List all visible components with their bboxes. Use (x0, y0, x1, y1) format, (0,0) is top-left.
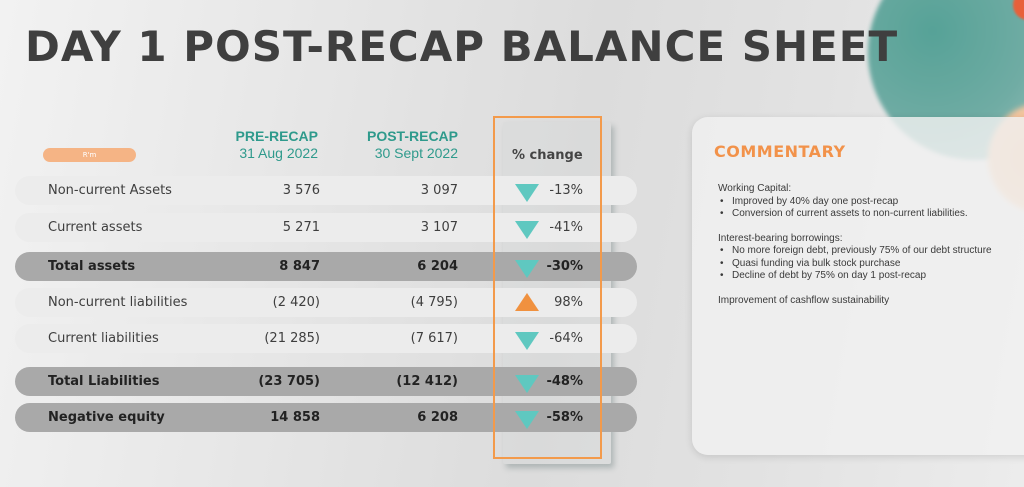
commentary-card: COMMENTARY Working Capital: Improved by 4… (692, 117, 1024, 455)
column-header-post-recap: POST-RECAP 30 Sept 2022 (330, 128, 458, 162)
page-title: DAY 1 POST-RECAP BALANCE SHEET (25, 22, 899, 71)
commentary-section: Working Capital: Improved by 40% day one … (718, 183, 1024, 221)
commentary-body: Working Capital: Improved by 40% day one … (718, 183, 1024, 319)
pre-recap-value: 14 858 (270, 410, 320, 425)
table-row: Total Liabilities (23 705) (12 412) -48% (15, 367, 637, 396)
column-header-change: % change (512, 148, 583, 163)
triangle-down-icon (515, 260, 539, 278)
row-label: Total assets (48, 259, 136, 274)
commentary-bullets: Improved by 40% day one post-recapConver… (718, 196, 1024, 221)
post-recap-value: 3 097 (420, 183, 458, 198)
triangle-down-icon (515, 332, 539, 350)
table-row: Non-current liabilities (2 420) (4 795) 98% (15, 288, 637, 317)
commentary-bullet: No more foreign debt, previously 75% of … (718, 245, 1024, 258)
pre-recap-value: 5 271 (282, 220, 320, 235)
change-value: -30% (546, 259, 583, 274)
row-label: Total Liabilities (48, 374, 160, 389)
pre-recap-value: (21 285) (264, 331, 320, 346)
table-row: Current assets 5 271 3 107 -41% (15, 213, 637, 242)
post-recap-value: 6 208 (417, 410, 458, 425)
row-label: Current assets (48, 220, 143, 235)
table-row: Negative equity 14 858 6 208 -58% (15, 403, 637, 432)
post-recap-heading: POST-RECAP (366, 128, 458, 144)
commentary-bullet: Conversion of current assets to non-curr… (718, 208, 1024, 221)
decorative-red-circle (1013, 0, 1024, 20)
triangle-up-icon (515, 293, 539, 311)
post-recap-value: (7 617) (410, 331, 458, 346)
pre-recap-value: 8 847 (279, 259, 320, 274)
post-recap-value: 3 107 (420, 220, 458, 235)
change-value: -13% (549, 183, 583, 198)
post-recap-value: 6 204 (417, 259, 458, 274)
commentary-bullet: Quasi funding via bulk stock purchase (718, 258, 1024, 271)
post-recap-value: (12 412) (396, 374, 458, 389)
table-row: Total assets 8 847 6 204 -30% (15, 252, 637, 281)
change-value: -48% (546, 374, 583, 389)
change-value: -41% (549, 220, 583, 235)
pre-recap-value: 3 576 (282, 183, 320, 198)
row-label: Non-current Assets (48, 183, 172, 198)
column-header-pre-recap: PRE-RECAP 31 Aug 2022 (200, 128, 318, 162)
post-recap-value: (4 795) (410, 295, 458, 310)
commentary-heading: Interest-bearing borrowings: (718, 232, 843, 244)
pre-recap-value: (2 420) (272, 295, 320, 310)
change-value: -58% (546, 410, 583, 425)
commentary-bullets: No more foreign debt, previously 75% of … (718, 245, 1024, 283)
commentary-heading: Working Capital: (718, 183, 792, 194)
commentary-bullet: Decline of debt by 75% on day 1 post-rec… (718, 270, 1024, 283)
table-row: Non-current Assets 3 576 3 097 -13% (15, 176, 637, 205)
change-value: -64% (549, 331, 583, 346)
change-column-highlight (493, 116, 602, 459)
pre-recap-date: 31 Aug 2022 (239, 145, 318, 161)
triangle-down-icon (515, 184, 539, 202)
triangle-down-icon (515, 221, 539, 239)
post-recap-date: 30 Sept 2022 (374, 145, 458, 161)
triangle-down-icon (515, 375, 539, 393)
commentary-section: Improvement of cashflow sustainability (718, 295, 1024, 308)
change-value: 98% (554, 295, 583, 310)
table-row: Current liabilities (21 285) (7 617) -64% (15, 324, 637, 353)
unit-badge: R'm (43, 148, 136, 162)
commentary-section: Interest-bearing borrowings:No more fore… (718, 233, 1024, 283)
pre-recap-value: (23 705) (258, 374, 320, 389)
pre-recap-heading: PRE-RECAP (235, 128, 318, 144)
commentary-title: COMMENTARY (714, 142, 846, 161)
commentary-heading: Improvement of cashflow sustainability (718, 294, 890, 306)
commentary-bullet: Improved by 40% day one post-recap (718, 196, 1024, 209)
row-label: Current liabilities (48, 331, 159, 346)
triangle-down-icon (515, 411, 539, 429)
row-label: Non-current liabilities (48, 295, 188, 310)
row-label: Negative equity (48, 410, 165, 425)
